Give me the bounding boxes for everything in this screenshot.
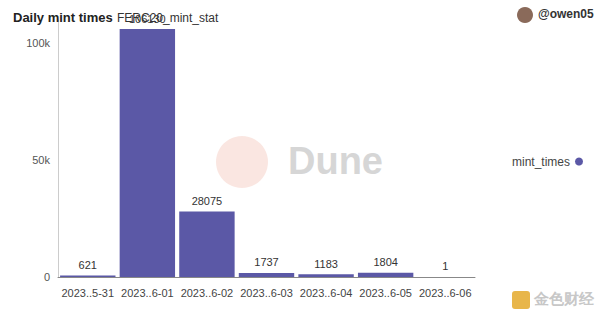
svg-text:1804: 1804 bbox=[373, 256, 397, 268]
svg-text:1: 1 bbox=[442, 260, 448, 272]
svg-text:28075: 28075 bbox=[192, 195, 223, 207]
svg-text:@owen05: @owen05 bbox=[538, 7, 594, 21]
svg-text:Dune: Dune bbox=[288, 140, 383, 182]
svg-text:50k: 50k bbox=[32, 154, 50, 166]
svg-text:金色财经: 金色财经 bbox=[533, 290, 595, 307]
svg-text:2023..6-04: 2023..6-04 bbox=[300, 287, 353, 299]
svg-text:mint_times: mint_times bbox=[512, 155, 570, 169]
svg-text:0: 0 bbox=[44, 271, 50, 283]
svg-text:100k: 100k bbox=[26, 37, 50, 49]
svg-text:1737: 1737 bbox=[254, 256, 278, 268]
svg-text:Daily mint times: Daily mint times bbox=[13, 10, 113, 25]
svg-text:2023..6-01: 2023..6-01 bbox=[121, 287, 174, 299]
svg-text:1183: 1183 bbox=[314, 258, 338, 270]
svg-text:2023..6-02: 2023..6-02 bbox=[181, 287, 234, 299]
svg-text:2023..5-31: 2023..5-31 bbox=[61, 287, 114, 299]
svg-text:2023..6-06: 2023..6-06 bbox=[419, 287, 472, 299]
svg-text:2023..6-05: 2023..6-05 bbox=[359, 287, 412, 299]
svg-text:2023..6-03: 2023..6-03 bbox=[240, 287, 293, 299]
svg-text:621: 621 bbox=[79, 259, 97, 271]
svg-text:FERC20_mint_stat: FERC20_mint_stat bbox=[117, 11, 219, 25]
